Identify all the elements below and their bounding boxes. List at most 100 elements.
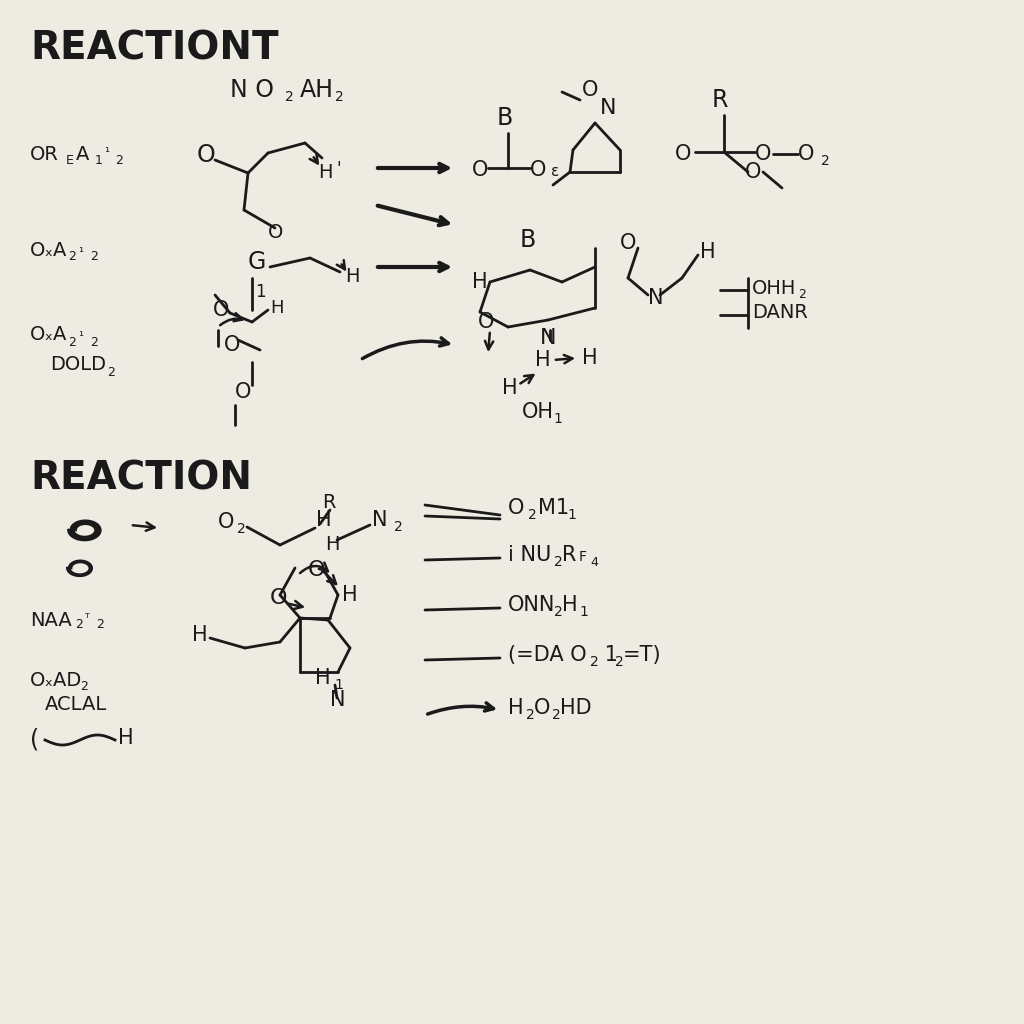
Text: O: O	[478, 312, 495, 332]
Text: ONN: ONN	[508, 595, 555, 615]
Text: H: H	[316, 510, 332, 530]
Text: ¹: ¹	[104, 145, 109, 159]
Text: OₓA: OₓA	[30, 326, 68, 344]
Text: M1: M1	[538, 498, 569, 518]
Text: 1: 1	[598, 645, 617, 665]
Text: 2: 2	[528, 508, 537, 522]
Text: 2: 2	[394, 520, 402, 534]
Text: H: H	[325, 536, 340, 555]
Text: OR: OR	[30, 145, 58, 165]
Text: H: H	[270, 299, 284, 317]
Text: E: E	[66, 154, 74, 167]
Text: 2: 2	[80, 681, 88, 693]
Text: ': '	[336, 160, 341, 178]
Text: 2: 2	[106, 366, 115, 379]
Text: 2: 2	[590, 655, 599, 669]
Text: 2: 2	[554, 605, 563, 618]
Text: H: H	[508, 698, 523, 718]
Text: N: N	[372, 510, 387, 530]
Text: 2: 2	[68, 251, 76, 263]
Text: N O: N O	[230, 78, 274, 102]
Text: N: N	[540, 328, 556, 348]
Text: B: B	[520, 228, 537, 252]
Text: H: H	[193, 625, 208, 645]
Text: O: O	[508, 498, 524, 518]
Text: 2: 2	[90, 336, 98, 348]
Text: O: O	[582, 80, 598, 100]
Text: H: H	[700, 242, 716, 262]
Text: 1: 1	[567, 508, 575, 522]
Text: H: H	[582, 348, 598, 368]
Text: 2: 2	[821, 154, 829, 168]
Text: OHH: OHH	[752, 279, 797, 298]
Text: H: H	[502, 378, 517, 398]
Text: 2: 2	[285, 90, 294, 104]
FancyArrowPatch shape	[362, 338, 449, 358]
Text: O: O	[620, 233, 636, 253]
Text: OₓAD: OₓAD	[30, 671, 82, 689]
Text: O: O	[755, 144, 771, 164]
Text: H: H	[315, 668, 331, 688]
Text: R: R	[562, 545, 577, 565]
Text: R: R	[712, 88, 728, 112]
Text: 4: 4	[590, 556, 598, 569]
Text: R: R	[322, 494, 336, 512]
Text: 1: 1	[95, 154, 102, 167]
Text: F: F	[579, 550, 587, 564]
Text: O: O	[218, 512, 234, 532]
Text: 1: 1	[255, 283, 265, 301]
Text: ¹: ¹	[78, 331, 83, 343]
Text: REACTION: REACTION	[30, 459, 252, 497]
Text: i NU: i NU	[508, 545, 551, 565]
Text: REACTIONT: REACTIONT	[30, 29, 279, 67]
Text: A: A	[76, 145, 89, 165]
Text: H: H	[118, 728, 133, 748]
Text: 1: 1	[579, 605, 588, 618]
Text: 2: 2	[554, 555, 563, 569]
Text: 2: 2	[526, 708, 535, 722]
FancyArrowPatch shape	[428, 702, 494, 714]
Text: ᵀ: ᵀ	[84, 611, 89, 625]
Text: O: O	[234, 382, 251, 402]
Text: ɛ: ɛ	[551, 165, 559, 179]
Text: NAA: NAA	[30, 610, 72, 630]
Text: H: H	[535, 350, 551, 370]
Text: 2: 2	[615, 655, 624, 669]
Text: (=DA O: (=DA O	[508, 645, 587, 665]
Text: O: O	[745, 162, 762, 182]
Text: O: O	[798, 144, 814, 164]
Text: ACLAL: ACLAL	[45, 695, 108, 715]
Text: 2: 2	[96, 618, 103, 632]
Text: G: G	[248, 250, 266, 274]
Text: ¹: ¹	[78, 246, 83, 258]
Text: N: N	[648, 288, 664, 308]
Text: H: H	[562, 595, 578, 615]
Text: B: B	[497, 106, 513, 130]
Text: (: (	[30, 728, 39, 752]
Text: HD: HD	[560, 698, 592, 718]
Text: OₓA: OₓA	[30, 241, 68, 259]
Text: 1: 1	[553, 412, 562, 426]
Text: 2: 2	[237, 522, 246, 536]
FancyArrowPatch shape	[300, 562, 328, 573]
Text: 2: 2	[552, 708, 561, 722]
Text: H: H	[345, 267, 359, 287]
Text: O: O	[197, 143, 216, 167]
Text: 2: 2	[75, 618, 83, 632]
Text: H: H	[342, 585, 357, 605]
Text: H: H	[472, 272, 487, 292]
Text: O: O	[675, 144, 691, 164]
Text: O: O	[534, 698, 550, 718]
Text: 2: 2	[335, 90, 344, 104]
Text: 2: 2	[68, 336, 76, 348]
Text: O: O	[268, 223, 284, 243]
Text: O: O	[530, 160, 547, 180]
Text: O: O	[472, 160, 488, 180]
Text: 2: 2	[798, 289, 806, 301]
FancyArrowPatch shape	[220, 313, 243, 326]
Text: N: N	[330, 690, 345, 710]
Text: OH: OH	[522, 402, 554, 422]
Text: DOLD: DOLD	[50, 355, 106, 375]
Text: 1: 1	[334, 678, 343, 692]
Text: AH: AH	[300, 78, 334, 102]
